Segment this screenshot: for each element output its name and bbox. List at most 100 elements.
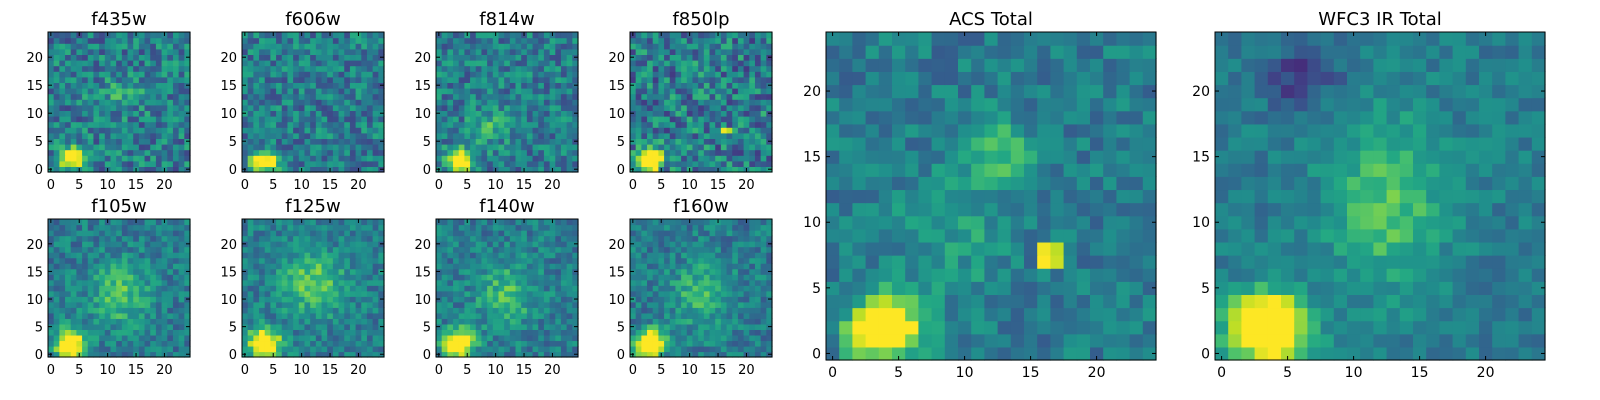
- heatmap-cell: [453, 307, 460, 314]
- heatmap-cell: [76, 345, 83, 353]
- heatmap-cell: [703, 323, 711, 330]
- heatmap-cell: [110, 224, 117, 231]
- heatmap-cell: [264, 301, 271, 308]
- heatmap-cell: [332, 301, 340, 308]
- heatmap-cell: [538, 290, 545, 297]
- heatmap-cell: [116, 285, 123, 292]
- heatmap-cell: [549, 37, 556, 44]
- heatmap-cell: [515, 121, 522, 128]
- heatmap-cell: [281, 224, 289, 231]
- heatmap-cell: [87, 48, 95, 55]
- heatmap-cell: [464, 54, 471, 61]
- heatmap-cell: [161, 76, 168, 83]
- heatmap-cell: [720, 290, 728, 297]
- heatmap-cell: [715, 138, 722, 145]
- heatmap-cell: [372, 65, 379, 72]
- heatmap-cell: [242, 274, 249, 281]
- heatmap-cell: [99, 144, 106, 151]
- heatmap-cell: [87, 318, 95, 325]
- heatmap-cell: [521, 155, 528, 162]
- heatmap-cell: [681, 54, 688, 61]
- heatmap-cell: [87, 60, 95, 67]
- heatmap-cell: [447, 99, 454, 106]
- heatmap-cell: [487, 257, 494, 264]
- heatmap-cell: [133, 99, 140, 106]
- heatmap-cell: [441, 37, 448, 44]
- heatmap-cell: [76, 285, 83, 292]
- heatmap-cell: [630, 155, 637, 162]
- heatmap-cell: [481, 104, 488, 111]
- heatmap-cell: [127, 279, 134, 286]
- heatmap-cell: [647, 121, 654, 128]
- heatmap-cell: [65, 144, 72, 151]
- heatmap-cell: [138, 155, 146, 162]
- heatmap-cell: [538, 219, 545, 226]
- heatmap-cell: [253, 110, 260, 117]
- heatmap-cell: [652, 351, 659, 358]
- heatmap-cell: [658, 121, 665, 128]
- heatmap-cell: [366, 155, 374, 162]
- heatmap-cell: [315, 257, 323, 264]
- heatmap-cell: [161, 138, 168, 145]
- heatmap-cell: [121, 65, 129, 72]
- heatmap-cell: [647, 312, 654, 319]
- heatmap-cell: [760, 71, 767, 78]
- heatmap-cell: [378, 307, 385, 314]
- heatmap-cell: [366, 224, 374, 231]
- heatmap-cell: [315, 219, 323, 226]
- heatmap-cell: [464, 121, 471, 128]
- heatmap-cell: [458, 60, 465, 67]
- heatmap-cell: [178, 138, 185, 145]
- heatmap-cell: [521, 54, 528, 61]
- heatmap-cell: [138, 76, 146, 83]
- heatmap-cell: [321, 54, 328, 61]
- heatmap-cell: [732, 116, 739, 123]
- heatmap-cell: [681, 127, 688, 134]
- heatmap-cell: [487, 110, 494, 117]
- heatmap-cell: [321, 166, 328, 173]
- heatmap-cell: [549, 263, 556, 270]
- heatmap-cell: [144, 166, 151, 173]
- heatmap-cell: [253, 323, 260, 330]
- heatmap-cell: [538, 345, 545, 353]
- heatmap-cell: [127, 65, 134, 72]
- heatmap-cell: [378, 279, 385, 286]
- heatmap-cell: [458, 235, 465, 242]
- heatmap-cell: [526, 110, 534, 117]
- heatmap-cell: [555, 121, 562, 128]
- heatmap-cell: [304, 149, 311, 156]
- heatmap-cell: [48, 224, 55, 231]
- heatmap-cell: [458, 82, 465, 89]
- heatmap-cell: [641, 32, 648, 39]
- heatmap-cell: [560, 340, 568, 347]
- heatmap-cell: [304, 132, 311, 139]
- heatmap-cell: [766, 340, 773, 347]
- heatmap-cell: [70, 166, 77, 173]
- heatmap-cell: [104, 121, 112, 128]
- heatmap-cell: [270, 279, 277, 286]
- heatmap-cell: [635, 82, 642, 89]
- heatmap-cell: [453, 274, 460, 281]
- heatmap-cell: [447, 76, 454, 83]
- heatmap-cell: [87, 323, 95, 330]
- heatmap-cell: [70, 257, 77, 264]
- heatmap-cell: [155, 312, 163, 319]
- heatmap-cell: [715, 318, 722, 325]
- heatmap-cell: [470, 340, 477, 347]
- heatmap-cell: [116, 127, 123, 134]
- heatmap-cell: [310, 166, 317, 173]
- heatmap-cell: [743, 71, 750, 78]
- heatmap-cell: [436, 263, 443, 270]
- heatmap-cell: [304, 312, 311, 319]
- heatmap-cell: [447, 132, 454, 139]
- heatmap-cell: [686, 121, 694, 128]
- heatmap-cell: [259, 296, 266, 303]
- heatmap-cell: [121, 127, 129, 134]
- heatmap-cell: [441, 116, 448, 123]
- heatmap-cell: [259, 144, 266, 151]
- heatmap-cell: [630, 121, 637, 128]
- heatmap-cell: [487, 60, 494, 67]
- heatmap-cell: [361, 155, 368, 162]
- heatmap-cell: [264, 323, 271, 330]
